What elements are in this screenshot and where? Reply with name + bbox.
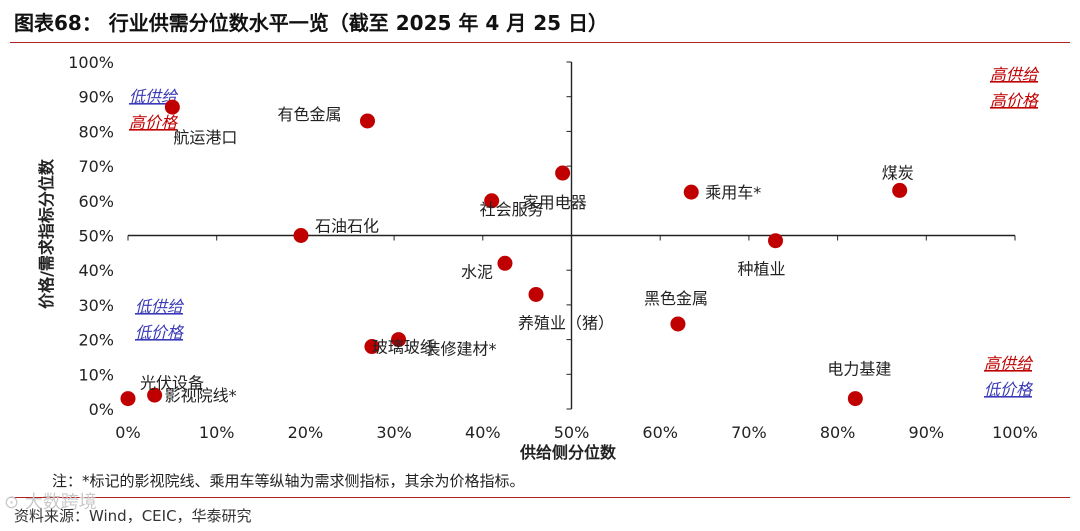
data-point bbox=[391, 332, 407, 348]
y-tick-label: 100% bbox=[68, 53, 114, 72]
page-title: 图表68： 行业供需分位数水平一览（截至 2025 年 4 月 25 日） bbox=[14, 11, 608, 35]
y-tick-label: 50% bbox=[78, 227, 114, 246]
data-point-label: 电力基建 bbox=[827, 360, 891, 379]
tick-labels-group: 0% 10% 20% 30% 40% 50% 60% 70% 80% 90% 100% 0% 10% 20… bbox=[68, 53, 1038, 442]
data-point-label: 玻璃玻纤 bbox=[372, 338, 436, 357]
x-tick-label: 60% bbox=[642, 423, 678, 442]
data-point-label: 家用电器 bbox=[523, 193, 587, 212]
quadrant-label-supply: 低供给 bbox=[129, 87, 179, 106]
x-tick-label: 80% bbox=[820, 423, 856, 442]
data-point bbox=[683, 184, 699, 200]
x-tick-label: 10% bbox=[199, 423, 235, 442]
data-point-label: 种植业 bbox=[738, 260, 786, 279]
x-tick-label: 100% bbox=[992, 423, 1038, 442]
data-point-label: 黑色金属 bbox=[644, 289, 708, 308]
data-point bbox=[892, 182, 908, 198]
footer-divider bbox=[10, 497, 1070, 498]
y-axis-label: 价格/需求指标分位数 bbox=[37, 158, 56, 309]
data-point-label: 水泥 bbox=[461, 262, 493, 281]
quadrant-label-price: 低价格 bbox=[984, 380, 1034, 399]
title-divider bbox=[10, 42, 1070, 43]
data-point-label: 养殖业（猪） bbox=[518, 313, 614, 332]
data-point bbox=[293, 228, 309, 243]
x-tick-label: 20% bbox=[288, 423, 324, 442]
data-point-label: 石油石化 bbox=[315, 217, 379, 236]
data-point bbox=[847, 391, 863, 407]
footnote: 注：*标记的影视院线、乘用车等纵轴为需求侧指标，其余为价格指标。 bbox=[52, 472, 525, 490]
y-tick-label: 80% bbox=[78, 122, 114, 141]
y-tick-label: 40% bbox=[78, 261, 114, 280]
y-tick-label: 90% bbox=[78, 88, 114, 107]
y-tick-label: 20% bbox=[78, 331, 114, 350]
data-point bbox=[768, 233, 784, 249]
data-point-label: 光伏设备 bbox=[140, 374, 204, 393]
axes-group bbox=[127, 61, 1016, 410]
x-tick-label: 30% bbox=[376, 423, 412, 442]
quadrant-label-supply: 低供给 bbox=[135, 297, 185, 316]
x-tick-label: 70% bbox=[731, 423, 767, 442]
data-point bbox=[484, 193, 500, 209]
y-tick-label: 60% bbox=[78, 192, 114, 211]
quadrant-label-price: 低价格 bbox=[135, 323, 185, 342]
quadrant-label-supply: 高供给 bbox=[990, 65, 1040, 84]
data-point-label: 有色金属 bbox=[277, 105, 341, 124]
x-tick-label: 40% bbox=[465, 423, 501, 442]
x-axis-label: 供给侧分位数 bbox=[519, 443, 617, 462]
data-point bbox=[164, 99, 180, 115]
x-tick-label: 0% bbox=[115, 423, 140, 442]
y-tick-label: 70% bbox=[78, 157, 114, 176]
quadrant-label-price: 高价格 bbox=[129, 113, 179, 132]
quadrant-label-price: 高价格 bbox=[990, 91, 1040, 110]
points-group bbox=[120, 99, 908, 407]
y-tick-label: 30% bbox=[78, 296, 114, 315]
data-point-label: 煤炭 bbox=[882, 163, 914, 182]
data-point-label: 影视院线* bbox=[165, 386, 237, 405]
data-point bbox=[497, 255, 513, 271]
data-point bbox=[359, 113, 375, 129]
data-point bbox=[147, 387, 163, 403]
x-tick-label: 90% bbox=[909, 423, 945, 442]
watermark: ⊙ 大数跨境 bbox=[4, 492, 97, 513]
data-point-label: 装修建材* bbox=[425, 340, 497, 359]
scatter-chart: 0% 10% 20% 30% 40% 50% 60% 70% 80% 90% 100% 0% 10% 20… bbox=[37, 53, 1040, 462]
data-point-label: 航运港口 bbox=[173, 128, 237, 147]
x-tick-label: 50% bbox=[554, 423, 590, 442]
y-tick-label: 10% bbox=[78, 365, 114, 384]
data-point-label: 社会服务 bbox=[480, 200, 544, 219]
data-point bbox=[528, 286, 544, 302]
data-point-label: 乘用车* bbox=[705, 183, 761, 202]
data-point bbox=[120, 391, 136, 407]
source-line: 资料来源：Wind，CEIC，华泰研究 bbox=[14, 507, 252, 525]
y-tick-label: 0% bbox=[89, 400, 114, 419]
data-point bbox=[670, 316, 686, 332]
data-point bbox=[555, 165, 571, 181]
quadrant-label-supply: 高供给 bbox=[984, 354, 1034, 373]
data-point bbox=[364, 339, 380, 355]
